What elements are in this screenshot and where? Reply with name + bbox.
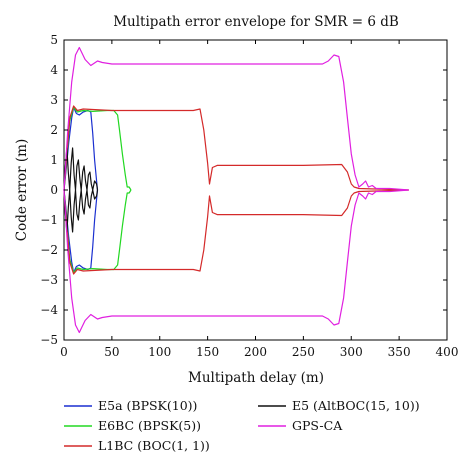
x-tick-label: 100 <box>148 345 171 359</box>
legend-label: E5 (AltBOC(15, 10)) <box>292 398 420 413</box>
y-tick-label: 1 <box>50 153 58 167</box>
x-tick-label: 400 <box>436 345 459 359</box>
series-2-lower-line <box>63 189 409 275</box>
series-0-lower-line <box>63 189 99 274</box>
series-4-upper-line <box>63 46 409 191</box>
x-tick-label: 350 <box>388 345 411 359</box>
x-tick-label: 200 <box>244 345 267 359</box>
y-tick-label: −4 <box>40 303 58 317</box>
chart-title: Multipath error envelope for SMR = 6 dB <box>113 14 399 30</box>
x-tick-label: 300 <box>340 345 363 359</box>
series-layer <box>63 46 409 334</box>
series-0-upper-line <box>63 106 99 191</box>
series-4-lower-line <box>63 189 409 334</box>
x-axis-label: Multipath delay (m) <box>188 370 324 386</box>
legend-label: E5a (BPSK(10)) <box>98 398 197 413</box>
y-axis-label: Code error (m) <box>14 139 30 241</box>
y-tick-label: 0 <box>50 183 58 197</box>
tick-layer: 0 50 100 150 200 250 300 350 400 5 4 3 2 1 0 −1 −2 −3 −4 −5 <box>40 33 458 359</box>
x-tick-label: 50 <box>104 345 119 359</box>
y-tick-label: 2 <box>50 123 58 137</box>
x-tick-label: 250 <box>292 345 315 359</box>
y-tick-label: 5 <box>50 33 58 47</box>
legend-label: E6BC (BPSK(5)) <box>98 418 201 433</box>
x-tick-label: 150 <box>196 345 219 359</box>
series-3-upper-line <box>63 147 99 191</box>
series-3-lower-line <box>63 189 99 233</box>
x-tick-label: 0 <box>60 345 68 359</box>
plot-area: 0 50 100 150 200 250 300 350 400 5 4 3 2 1 0 −1 −2 −3 −4 −5 <box>40 33 458 359</box>
legend: E5a (BPSK(10)) E6BC (BPSK(5)) L1BC (BOC(1,… <box>64 398 420 453</box>
y-tick-label: −5 <box>40 333 58 347</box>
legend-label: L1BC (BOC(1, 1)) <box>98 438 210 453</box>
y-tick-label: 4 <box>50 63 58 77</box>
y-tick-label: −3 <box>40 273 58 287</box>
y-tick-label: 3 <box>50 93 58 107</box>
series-2-upper-line <box>63 105 409 191</box>
y-tick-label: −2 <box>40 243 58 257</box>
y-tick-label: −1 <box>40 213 58 227</box>
legend-label: GPS-CA <box>292 418 343 433</box>
plot-frame <box>63 39 448 341</box>
